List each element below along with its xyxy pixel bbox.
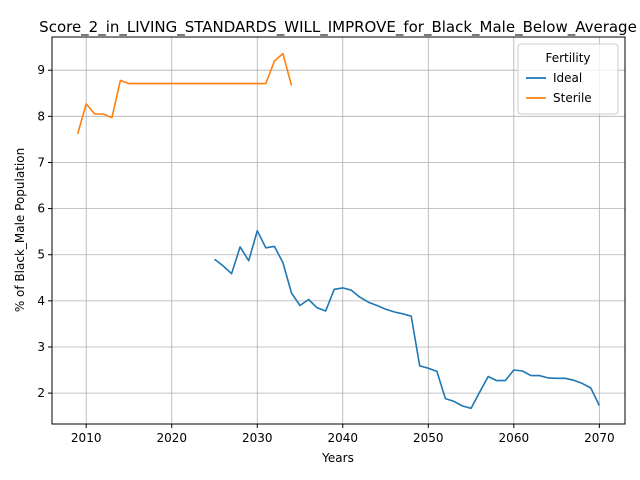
x-tick-label: 2050 bbox=[413, 431, 444, 445]
legend-label-ideal: Ideal bbox=[553, 71, 582, 85]
x-tick-label: 2040 bbox=[328, 431, 359, 445]
series-lines bbox=[76, 52, 601, 410]
legend-title: Fertility bbox=[545, 51, 590, 65]
series-line-sterile bbox=[76, 52, 293, 135]
legend: Fertility Ideal Sterile bbox=[517, 43, 619, 115]
y-tick-label: 8 bbox=[37, 109, 45, 123]
x-tick-label: 2070 bbox=[584, 431, 615, 445]
series-line-ideal bbox=[214, 229, 601, 410]
y-axis-ticks: 2 3 4 5 6 7 8 9 bbox=[37, 63, 52, 400]
y-axis-label: % of Black_Male Population bbox=[13, 148, 27, 312]
y-tick-label: 5 bbox=[37, 248, 45, 262]
x-axis-ticks: 2010 2020 2030 2040 2050 2060 2070 bbox=[71, 424, 615, 445]
plot-frame bbox=[51, 36, 626, 425]
legend-box bbox=[517, 43, 619, 115]
x-tick-label: 2060 bbox=[499, 431, 530, 445]
y-tick-label: 4 bbox=[37, 294, 45, 308]
y-tick-label: 6 bbox=[37, 202, 45, 216]
chart-title: Score_2_in_LIVING_STANDARDS_WILL_IMPROVE… bbox=[39, 18, 637, 37]
grid-lines bbox=[52, 37, 625, 424]
y-tick-label: 7 bbox=[37, 155, 45, 169]
x-tick-label: 2010 bbox=[71, 431, 102, 445]
x-axis-label: Years bbox=[321, 451, 354, 465]
x-tick-label: 2030 bbox=[242, 431, 273, 445]
y-tick-label: 2 bbox=[37, 386, 45, 400]
y-tick-label: 3 bbox=[37, 340, 45, 354]
x-tick-label: 2020 bbox=[156, 431, 187, 445]
y-tick-label: 9 bbox=[37, 63, 45, 77]
legend-label-sterile: Sterile bbox=[553, 91, 592, 105]
